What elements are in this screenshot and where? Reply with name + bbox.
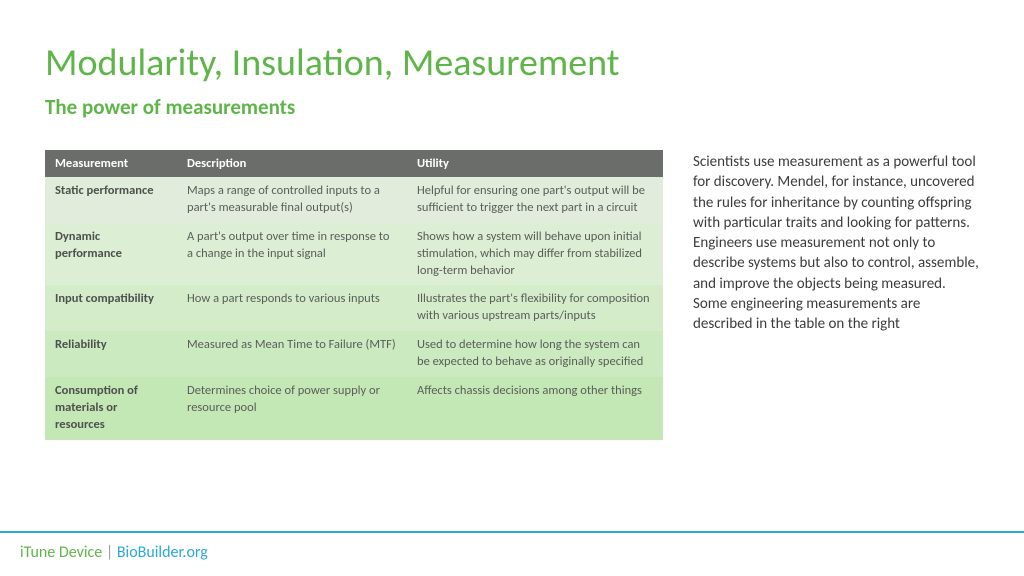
slide-footer: iTune Device | BioBuilder.org: [0, 531, 1024, 576]
table-row: Consumption of materials or resources De…: [45, 377, 663, 440]
cell-measurement: Static performance: [45, 177, 177, 223]
cell-utility: Affects chassis decisions among other th…: [407, 377, 663, 440]
cell-description: How a part responds to various inputs: [177, 285, 407, 331]
table-row: Input compatibility How a part responds …: [45, 285, 663, 331]
cell-description: Measured as Mean Time to Failure (MTF): [177, 331, 407, 377]
content-row: Measurement Description Utility Static p…: [45, 150, 979, 440]
cell-measurement: Reliability: [45, 331, 177, 377]
col-utility: Utility: [407, 150, 663, 177]
footer-left: iTune Device: [20, 543, 102, 562]
cell-description: Maps a range of controlled inputs to a p…: [177, 177, 407, 223]
col-description: Description: [177, 150, 407, 177]
footer-right: BioBuilder.org: [117, 543, 208, 562]
cell-description: Determines choice of power supply or res…: [177, 377, 407, 440]
table-row: Reliability Measured as Mean Time to Fai…: [45, 331, 663, 377]
body-paragraph: Scientists use measurement as a powerful…: [693, 150, 979, 334]
measurements-table: Measurement Description Utility Static p…: [45, 150, 663, 440]
cell-utility: Helpful for ensuring one part's output w…: [407, 177, 663, 223]
slide-title: Modularity, Insulation, Measurement: [45, 40, 979, 86]
cell-utility: Illustrates the part's flexibility for c…: [407, 285, 663, 331]
slide-subtitle: The power of measurements: [45, 94, 979, 120]
measurements-table-wrap: Measurement Description Utility Static p…: [45, 150, 663, 440]
cell-measurement: Consumption of materials or resources: [45, 377, 177, 440]
cell-description: A part's output over time in response to…: [177, 223, 407, 286]
footer-separator: |: [102, 543, 117, 562]
table-row: Dynamic performance A part's output over…: [45, 223, 663, 286]
cell-measurement: Dynamic performance: [45, 223, 177, 286]
cell-utility: Shows how a system will behave upon init…: [407, 223, 663, 286]
table-row: Static performance Maps a range of contr…: [45, 177, 663, 223]
table-header-row: Measurement Description Utility: [45, 150, 663, 177]
cell-utility: Used to determine how long the system ca…: [407, 331, 663, 377]
col-measurement: Measurement: [45, 150, 177, 177]
cell-measurement: Input compatibility: [45, 285, 177, 331]
